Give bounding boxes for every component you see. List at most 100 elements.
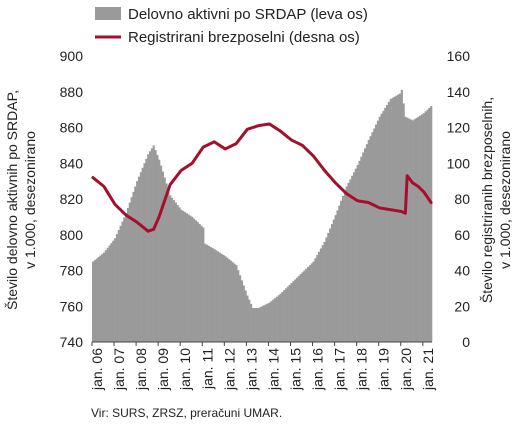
legend-label-employment: Delovno aktivni po SRDAP (leva os) xyxy=(128,6,368,23)
employment-bar xyxy=(99,255,102,342)
employment-bar xyxy=(253,308,256,342)
employment-bar xyxy=(148,151,152,342)
employment-bar xyxy=(409,119,413,343)
employment-bar xyxy=(270,301,273,342)
employment-bar xyxy=(145,158,148,342)
employment-bar xyxy=(382,110,385,342)
employment-bar xyxy=(139,172,142,342)
employment-bar xyxy=(373,128,376,342)
employment-bar xyxy=(239,275,242,342)
employment-bar xyxy=(349,179,352,342)
employment-bar xyxy=(174,202,177,342)
employment-bar xyxy=(198,224,201,342)
x-tick-label: jan. 13 xyxy=(243,348,259,391)
left-tick-label: 820 xyxy=(60,191,84,207)
employment-bar xyxy=(325,237,328,342)
right-tick-label: 120 xyxy=(447,120,471,136)
employment-bar xyxy=(112,240,115,342)
employment-bar xyxy=(408,118,411,342)
employment-bar xyxy=(380,113,383,342)
left-tick-label: 760 xyxy=(60,298,84,314)
x-tick-label: jan. 19 xyxy=(376,348,392,391)
employment-bar xyxy=(273,298,277,342)
left-tick-label: 780 xyxy=(60,263,84,279)
employment-bar xyxy=(231,262,234,342)
employment-bar xyxy=(360,156,363,342)
employment-bar xyxy=(262,305,266,342)
employment-bar xyxy=(406,117,409,342)
employment-bar xyxy=(194,220,198,342)
employment-bar xyxy=(411,120,414,342)
employment-bar xyxy=(218,252,221,343)
employment-bar xyxy=(211,247,214,342)
employment-bar xyxy=(352,172,356,342)
employment-bar xyxy=(250,303,253,342)
employment-bar xyxy=(240,280,243,342)
employment-bar xyxy=(104,250,107,342)
employment-bar xyxy=(272,299,275,342)
employment-bar xyxy=(268,302,271,342)
left-tick-label: 800 xyxy=(60,227,84,243)
employment-bar xyxy=(314,258,317,342)
right-tick-label: 140 xyxy=(447,84,471,100)
employment-bar xyxy=(340,200,343,342)
employment-bar xyxy=(204,243,207,342)
employment-bar xyxy=(167,189,170,342)
employment-bar xyxy=(187,214,190,342)
employment-bar xyxy=(244,290,247,342)
employment-bar xyxy=(397,94,400,342)
left-axis-title-line2: v 1.000, desezonirano xyxy=(22,131,38,269)
employment-bar xyxy=(233,263,236,342)
employment-bar xyxy=(183,212,187,342)
employment-bar xyxy=(296,277,299,342)
employment-bar xyxy=(395,95,398,343)
employment-bar xyxy=(161,171,164,342)
employment-bar xyxy=(185,213,188,342)
employment-bar xyxy=(165,183,168,342)
employment-bar xyxy=(404,116,407,342)
employment-bar xyxy=(277,295,280,342)
right-tick-label: 20 xyxy=(454,298,470,314)
employment-bar xyxy=(193,218,196,342)
right-tick-label: 60 xyxy=(454,227,470,243)
employment-bar xyxy=(154,150,157,342)
employment-bar xyxy=(389,98,392,343)
employment-bar xyxy=(329,228,332,342)
employment-bar xyxy=(171,197,174,342)
employment-bar xyxy=(264,304,267,342)
employment-bar xyxy=(182,210,185,342)
left-tick-label: 840 xyxy=(60,155,84,171)
employment-bar xyxy=(364,148,367,342)
employment-bar xyxy=(97,257,100,342)
employment-bar xyxy=(176,204,179,342)
employment-bar xyxy=(220,253,223,342)
employment-bar xyxy=(126,207,130,342)
employment-bar xyxy=(316,255,319,342)
employment-bar xyxy=(128,202,131,342)
employment-bar xyxy=(384,107,387,342)
employment-bar xyxy=(158,159,161,342)
employment-bar xyxy=(365,144,368,342)
employment-bar xyxy=(369,136,372,342)
employment-bar xyxy=(215,250,218,342)
employment-bar xyxy=(202,227,205,342)
employment-bar xyxy=(292,281,295,342)
employment-bar xyxy=(213,249,216,342)
employment-bar xyxy=(422,113,425,342)
employment-bar xyxy=(428,107,431,342)
employment-bar xyxy=(101,254,104,342)
employment-bar xyxy=(209,246,212,342)
employment-bar xyxy=(310,263,313,342)
right-axis-ticks: 0 20 40 60 80 100 120 140 160 xyxy=(447,48,471,350)
right-tick-label: 0 xyxy=(462,334,470,350)
employment-bar xyxy=(391,97,394,342)
employment-bar xyxy=(205,244,209,342)
unemployment-line xyxy=(91,122,433,233)
x-tick-label: jan. 14 xyxy=(265,348,281,391)
right-tick-label: 80 xyxy=(454,191,470,207)
employment-bar xyxy=(235,265,238,342)
employment-bar xyxy=(229,260,232,342)
employment-bar xyxy=(178,207,181,342)
employment-bar xyxy=(358,160,361,342)
employment-bar xyxy=(307,266,310,342)
